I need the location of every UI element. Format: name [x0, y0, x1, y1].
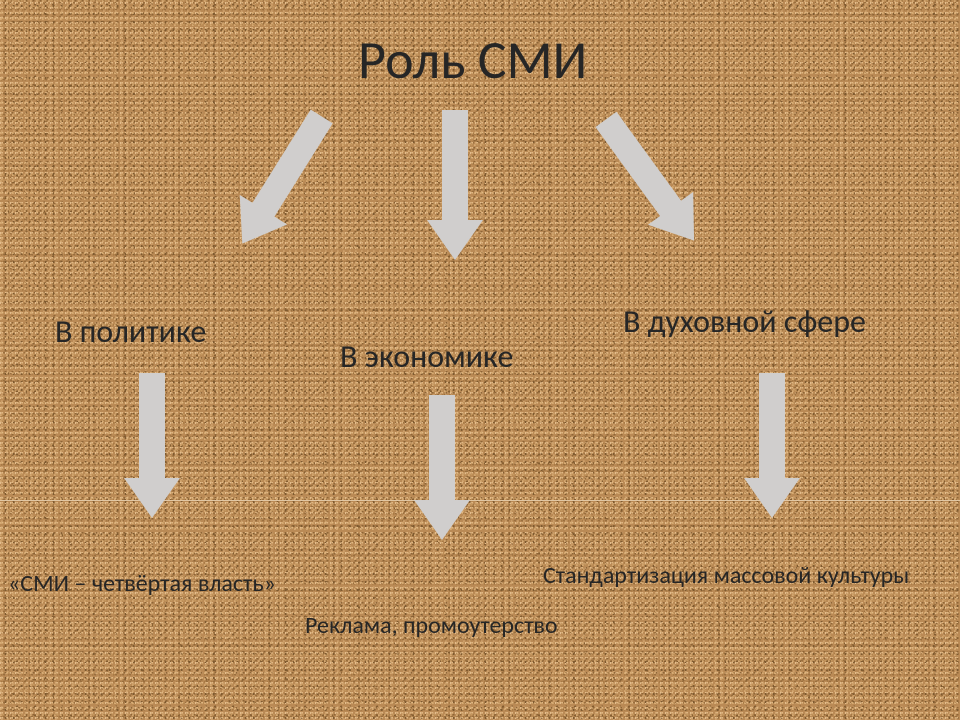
arrow-spiritual-to-leaf: [744, 373, 800, 518]
leaf-economy: Реклама, промоутерство: [305, 612, 558, 641]
branch-label-economy: В экономике: [340, 338, 513, 376]
leaf-spiritual: Стандартизация массовой культуры: [543, 562, 909, 591]
branch-label-politics: В политике: [55, 313, 206, 351]
branch-label-spiritual: В духовной сфере: [623, 303, 866, 341]
arrow-economy-to-leaf: [414, 395, 470, 540]
arrow-title-to-economy: [427, 110, 483, 260]
slide-canvas: Роль СМИ В политике «СМИ – четвёртая влас…: [0, 0, 960, 720]
arrow-politics-to-leaf: [124, 373, 180, 518]
leaf-politics: «СМИ – четвёртая власть»: [8, 570, 276, 599]
diagram-title: Роль СМИ: [358, 28, 587, 93]
